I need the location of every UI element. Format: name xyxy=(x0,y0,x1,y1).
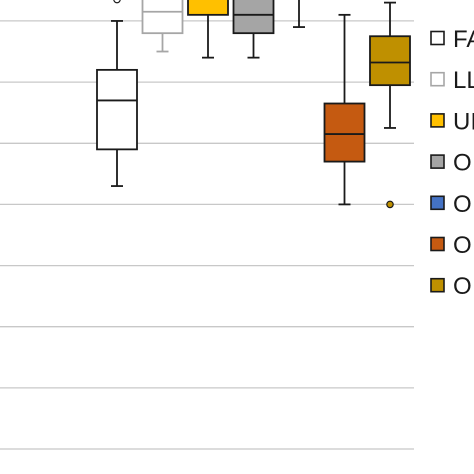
legend-label: UI xyxy=(453,108,474,135)
iqr-box xyxy=(141,0,184,35)
legend-swatch xyxy=(430,113,445,128)
legend-item-6: O xyxy=(430,273,472,300)
box-1 xyxy=(141,0,184,53)
outlier-0 xyxy=(113,0,121,4)
box-series xyxy=(96,0,411,209)
iqr-box xyxy=(232,0,275,35)
legend-item-5: O xyxy=(430,232,472,259)
legend-label: FA xyxy=(453,26,474,53)
legend-label: O xyxy=(453,150,472,177)
box-2 xyxy=(187,0,229,59)
legend-swatch xyxy=(430,71,445,87)
legend-swatch xyxy=(430,154,445,169)
legend-label: O xyxy=(453,191,472,218)
legend-swatch xyxy=(430,195,445,211)
legend-item-1: LL xyxy=(430,67,474,94)
legend-label: LL xyxy=(453,67,474,94)
legend-swatch xyxy=(430,30,445,46)
gridlines xyxy=(0,20,414,450)
legend-label: O xyxy=(453,273,472,300)
legend-label: O xyxy=(453,232,472,259)
legend-item-2: UI xyxy=(430,108,474,135)
iqr-box xyxy=(369,35,411,87)
box-5 xyxy=(323,13,366,206)
legend-swatch xyxy=(430,236,445,252)
legend-item-4: O xyxy=(430,191,472,218)
legend-swatch xyxy=(430,277,445,293)
box-4 xyxy=(293,0,305,28)
iqr-box xyxy=(187,0,229,16)
box-3 xyxy=(232,0,275,59)
iqr-box xyxy=(96,68,138,151)
box-6 xyxy=(369,1,411,209)
box-0 xyxy=(96,0,138,187)
outlier-0 xyxy=(386,200,394,209)
legend-item-0: FA xyxy=(430,26,474,53)
iqr-box xyxy=(323,102,366,163)
legend-item-3: O xyxy=(430,150,472,177)
legend: FALLUIOOOO xyxy=(430,26,474,300)
